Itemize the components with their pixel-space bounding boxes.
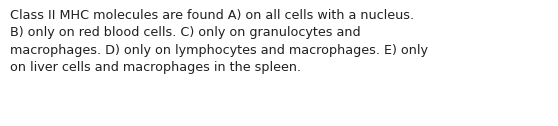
Text: Class II MHC molecules are found A) on all cells with a nucleus.
B) only on red : Class II MHC molecules are found A) on a… [10, 9, 428, 74]
